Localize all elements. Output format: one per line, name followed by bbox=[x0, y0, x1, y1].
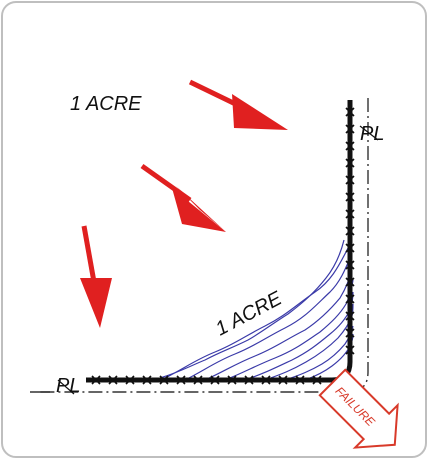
fence-stake-mark bbox=[91, 375, 101, 385]
fence-stake-mark bbox=[227, 375, 237, 385]
fence-stake-mark bbox=[345, 209, 355, 219]
fence-stake-mark bbox=[108, 375, 118, 385]
fence-stake-mark bbox=[345, 294, 355, 304]
pl-strike-bottom bbox=[57, 379, 75, 395]
fence-stake-mark bbox=[345, 226, 355, 236]
silt-fence-stakes bbox=[91, 107, 355, 385]
fence-stake-mark bbox=[312, 375, 322, 385]
fence-stake-mark bbox=[142, 375, 152, 385]
acre-label-top: 1 ACRE bbox=[70, 93, 142, 115]
fence-stake-mark bbox=[176, 375, 186, 385]
fence-stake-mark bbox=[244, 375, 254, 385]
flow-arrow-3 bbox=[80, 225, 112, 328]
failure-arrow-outline bbox=[318, 368, 399, 449]
fence-stake-mark bbox=[345, 277, 355, 287]
flow-arrow-2 bbox=[140, 163, 226, 232]
fence-stake-mark bbox=[125, 375, 135, 385]
fence-stake-mark bbox=[295, 375, 305, 385]
fence-stake-mark bbox=[261, 375, 271, 385]
hatch-line bbox=[204, 267, 353, 381]
flow-arrow-shaft bbox=[81, 225, 97, 283]
fence-stake-mark bbox=[345, 192, 355, 202]
hatch-line bbox=[164, 247, 349, 379]
fence-stake-mark bbox=[278, 375, 288, 385]
pl-label-bottom: PL bbox=[56, 375, 80, 397]
fence-stake-mark bbox=[345, 158, 355, 168]
pl-text-right: PL bbox=[360, 123, 384, 145]
fence-stake-mark bbox=[345, 345, 355, 355]
fence-stake-mark bbox=[210, 375, 220, 385]
ponding-hatch bbox=[159, 239, 354, 381]
fence-stake-mark bbox=[345, 260, 355, 270]
flow-arrow-1 bbox=[188, 79, 288, 130]
fence-stake-mark bbox=[345, 311, 355, 321]
flow-arrow-head bbox=[80, 278, 112, 328]
flow-arrow-head bbox=[176, 186, 226, 232]
pl-strike-right bbox=[359, 125, 379, 141]
flow-arrow-shaft bbox=[140, 163, 192, 203]
fence-stake-mark bbox=[345, 243, 355, 253]
pl-text-bottom: PL bbox=[56, 375, 80, 397]
pl-label-right: PL bbox=[359, 123, 384, 145]
hatch-line bbox=[184, 257, 351, 381]
fence-stake-mark bbox=[345, 107, 355, 117]
flow-arrow-head bbox=[232, 94, 288, 130]
fence-stake-mark bbox=[159, 375, 169, 385]
fence-stake-mark bbox=[193, 375, 203, 385]
fence-stake-mark bbox=[345, 175, 355, 185]
fence-stake-mark bbox=[345, 328, 355, 338]
fence-stake-mark bbox=[345, 124, 355, 134]
hatch-line bbox=[159, 239, 345, 379]
fence-stake-mark bbox=[345, 141, 355, 151]
flow-arrow-head-fill bbox=[172, 188, 226, 232]
